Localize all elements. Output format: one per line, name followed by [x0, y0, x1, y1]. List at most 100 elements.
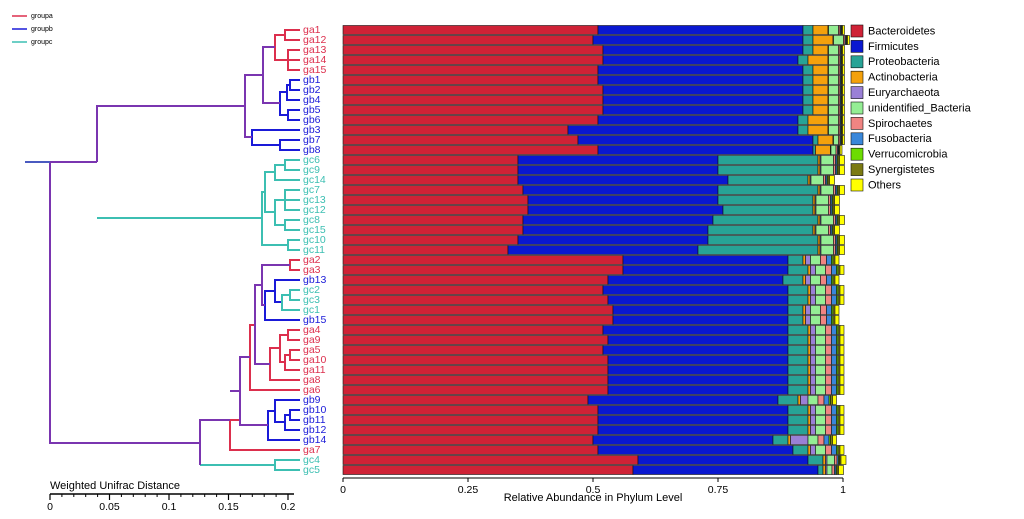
bar-segment	[527, 205, 724, 215]
legend-swatch	[850, 117, 864, 130]
bar-segment	[797, 115, 809, 125]
bar-segment	[517, 175, 729, 185]
bar-segment	[342, 465, 634, 475]
bar-segment	[807, 115, 829, 125]
bar-segment	[772, 435, 789, 445]
bar-segment	[787, 435, 791, 445]
bar-segment	[817, 465, 824, 475]
bar-segment	[707, 225, 814, 235]
sample-label: gc6	[303, 154, 320, 166]
bar-segment	[820, 305, 827, 315]
bar-segment	[342, 325, 604, 335]
bar-segment	[807, 55, 829, 65]
bar-segment	[832, 395, 837, 405]
branch	[97, 159, 300, 251]
bar-segment	[787, 295, 809, 305]
branch	[251, 79, 300, 151]
sample-label: gb12	[303, 424, 327, 436]
bar-segment	[342, 165, 519, 175]
bar-segment	[839, 265, 845, 275]
sample-label: gc4	[303, 454, 320, 466]
bar-segment	[800, 395, 809, 405]
bar-segment	[802, 65, 814, 75]
legend-swatch	[850, 147, 864, 161]
bar-segment	[828, 75, 839, 85]
bar-segment	[597, 145, 814, 155]
bar-segment	[825, 375, 832, 385]
bar-segment	[831, 345, 837, 355]
bar-segment	[602, 285, 789, 295]
bar-segment	[839, 285, 845, 295]
sample-label: ga4	[303, 324, 321, 336]
bar-segment	[597, 445, 794, 455]
bar-segment	[597, 425, 789, 435]
bar-segment	[828, 65, 839, 75]
legend-label: unidentified_Bacteria	[868, 102, 972, 114]
bar-segment	[825, 295, 832, 305]
sample-label: gb4	[303, 94, 321, 106]
bar-segment	[834, 205, 840, 215]
bar-segment	[797, 395, 801, 405]
sample-label: ga9	[303, 334, 321, 346]
bar-segment	[802, 95, 814, 105]
bar-segment	[810, 365, 816, 375]
bar-segment	[815, 325, 826, 335]
bar-segment	[787, 385, 809, 395]
bar-segment	[817, 395, 825, 405]
bar-segment	[342, 125, 569, 135]
bar-segment	[826, 465, 833, 475]
bar-segment	[807, 385, 811, 395]
bar-segment	[810, 295, 816, 305]
legend-swatch	[850, 101, 864, 115]
bar-segment	[815, 345, 826, 355]
bar-segment	[517, 155, 719, 165]
bar-segment	[787, 365, 809, 375]
sample-label: ga2	[303, 254, 321, 266]
bar-segment	[839, 215, 845, 225]
bar-segment	[810, 375, 816, 385]
legend-swatch	[850, 86, 864, 99]
sample-label: ga7	[303, 444, 321, 456]
bar-segment	[815, 285, 826, 295]
bar-segment	[825, 355, 832, 365]
bar-segment	[342, 65, 599, 75]
bar-segment	[839, 325, 845, 335]
bar-segment	[607, 355, 789, 365]
bar-segment	[831, 365, 837, 375]
bar-segment	[817, 135, 834, 145]
bar-segment	[815, 375, 826, 385]
tree-groupc	[97, 159, 300, 471]
sample-label: gc2	[303, 284, 320, 296]
bar-segment	[847, 35, 850, 45]
bar-segment	[807, 455, 824, 465]
bar-segment	[777, 395, 799, 405]
legend-swatch	[850, 70, 864, 84]
bar-segment	[825, 425, 832, 435]
bar-segment	[812, 95, 829, 105]
bar-segment	[787, 315, 804, 325]
branch	[274, 29, 300, 71]
tree-tick-label: 0.1	[162, 501, 177, 513]
x-tick-label: 0.75	[708, 484, 729, 496]
bar-segment	[842, 45, 845, 55]
bar-segment	[839, 155, 845, 165]
bar-segment	[712, 215, 819, 225]
bar-segment	[722, 205, 814, 215]
bar-segment	[607, 375, 789, 385]
bar-segment	[802, 305, 806, 315]
branch	[200, 289, 300, 471]
bar-segment	[787, 405, 809, 415]
sample-label: ga15	[303, 64, 327, 76]
sample-label: gc9	[303, 164, 320, 176]
bar-segment	[834, 255, 840, 265]
bar-segment	[810, 305, 821, 315]
bar-segment	[810, 425, 816, 435]
bar-segment	[825, 265, 832, 275]
bar-segment	[602, 95, 804, 105]
bar-segment	[802, 275, 806, 285]
legend-label: Others	[868, 179, 902, 191]
bar-segment	[828, 115, 839, 125]
bar-segment	[823, 435, 830, 445]
bar-segment	[342, 85, 604, 95]
bar-segment	[815, 145, 831, 155]
